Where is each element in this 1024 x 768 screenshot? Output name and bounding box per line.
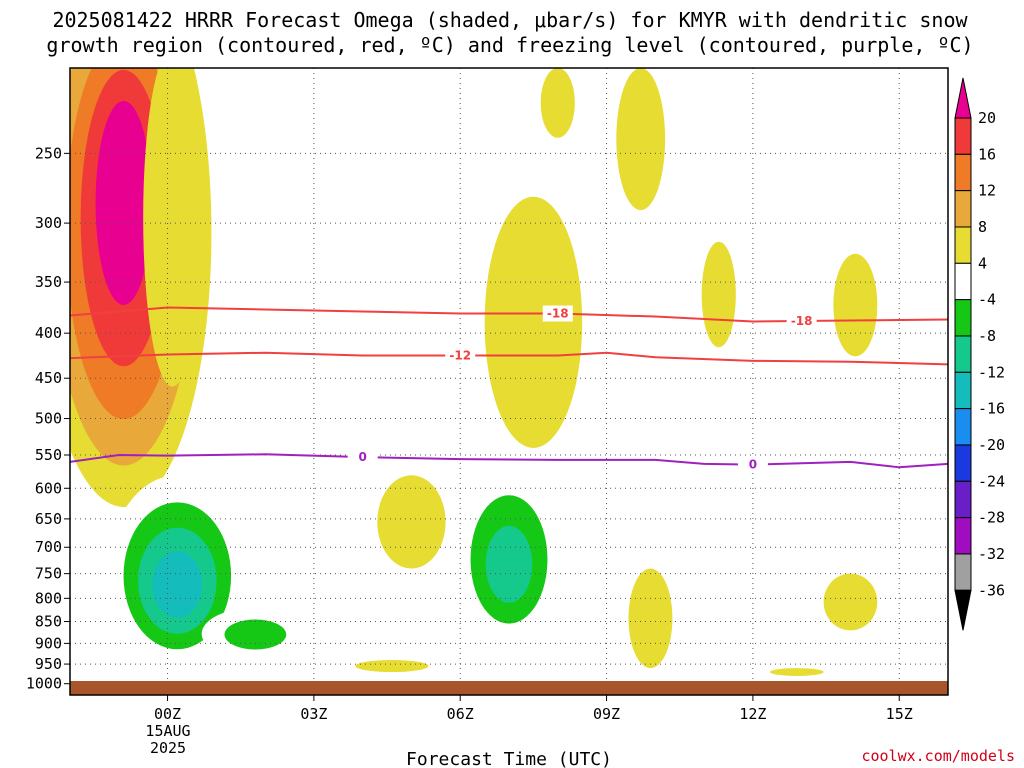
- colorbar-label-4: 4: [978, 254, 987, 272]
- temperature-contours: -18 -12 0 -18 0: [70, 305, 948, 473]
- colorbar-top-arrow: [954, 77, 972, 119]
- y-tick-label-900: 900: [35, 634, 62, 652]
- colorbar-label--36: -36: [978, 581, 1005, 599]
- omega-region-4-level-4: [377, 475, 446, 569]
- y-tick-label-550: 550: [35, 446, 62, 464]
- omega-region-3-level--4: [291, 378, 336, 507]
- y-axis: 250 300 350 400 450 500 550 600 650 700 750 800 850 9…: [26, 144, 70, 693]
- y-tick-label-500: 500: [35, 410, 62, 428]
- contour-label-0: 0: [358, 450, 366, 464]
- omega-region-11-level-4: [833, 253, 878, 357]
- colorbar-swatch--12: [954, 371, 972, 410]
- colorbar-label--24: -24: [978, 472, 1005, 490]
- y-tick-label-700: 700: [35, 538, 62, 556]
- contour-label--12: -12: [449, 348, 471, 362]
- colorbar-swatch-16: [954, 153, 972, 192]
- y-tick-label-1000: 1000: [26, 675, 62, 693]
- omega-region-18-level--8: [224, 619, 287, 650]
- colorbar-label-16: 16: [978, 145, 996, 163]
- colorbar-swatch--32: [954, 553, 972, 591]
- omega-region-5-level-4: [484, 196, 583, 448]
- omega-region-6-level--12: [485, 525, 533, 603]
- omega-region-17-level--16: [152, 551, 203, 618]
- x-tick-label-00Z: 00Z: [154, 705, 181, 723]
- plot-border: [69, 67, 949, 696]
- contour-line--12: [70, 351, 948, 366]
- x-date-label: 15AUG: [145, 722, 190, 740]
- omega-region-8-level-4: [616, 68, 666, 211]
- colorbar-label--4: -4: [978, 291, 996, 309]
- x-tick-label-06Z: 06Z: [447, 705, 474, 723]
- y-tick-label-950: 950: [35, 655, 62, 673]
- credit-text: coolwx.com/models: [861, 747, 1015, 765]
- colorbar-label--20: -20: [978, 436, 1005, 454]
- colorbar-swatch--4: [954, 299, 972, 337]
- contour-label-bg-0-b: [737, 456, 768, 473]
- y-tick-label-800: 800: [35, 589, 62, 607]
- colorbar-label-8: 8: [978, 218, 987, 236]
- x-axis: 00Z 03Z 06Z 09Z 12Z 15Z: [154, 695, 913, 723]
- y-tick-label-450: 450: [35, 369, 62, 387]
- colorbar-swatch--16: [954, 408, 972, 446]
- colorbar-label--16: -16: [978, 400, 1005, 418]
- colorbar-swatch--20: [954, 444, 972, 482]
- contour-line-0: [70, 453, 948, 469]
- contour-label--18-b: -18: [791, 314, 813, 328]
- colorbar-label--32: -32: [978, 545, 1005, 563]
- chart-title-line1: 2025081422 HRRR Forecast Omega (shaded, …: [52, 8, 968, 32]
- omega-region-0-level-20: [95, 100, 152, 305]
- colorbar: 20 16 12 8 4 -4 -8 -12 -16 -20 -24 -28 -32 -36: [954, 77, 1005, 631]
- colorbar-swatch-12: [954, 190, 972, 228]
- omega-region-13-level-4: [823, 573, 878, 631]
- terrain-band: [70, 681, 948, 695]
- y-tick-label-600: 600: [35, 479, 62, 497]
- omega-region-1-level-4: [143, 68, 202, 387]
- colorbar-swatch--28: [954, 517, 972, 555]
- x-tick-label-15Z: 15Z: [886, 705, 913, 723]
- omega-region-9-level--4: [638, 347, 673, 486]
- colorbar-label-12: 12: [978, 182, 996, 200]
- y-tick-label-250: 250: [35, 144, 62, 162]
- contour-label-0-b: 0: [749, 458, 757, 472]
- colorbar-swatch--8: [954, 335, 972, 373]
- y-tick-label-750: 750: [35, 565, 62, 583]
- contour-label-bg--18: [542, 305, 573, 322]
- colorbar-bottom-arrow: [954, 589, 972, 631]
- x-axis-title: Forecast Time (UTC): [406, 749, 612, 768]
- omega-region-2-level--4: [265, 68, 314, 138]
- omega-region-15-level-4: [355, 660, 429, 673]
- omega-region-16-level-4: [769, 668, 824, 676]
- contour-label--18: -18: [547, 307, 569, 321]
- y-tick-label-650: 650: [35, 510, 62, 528]
- contour-label-bg-0: [347, 449, 378, 466]
- colorbar-swatch--24: [954, 480, 972, 519]
- contour-label-bg--12: [445, 347, 476, 364]
- colorbar-swatch-20: [954, 117, 972, 155]
- x-year-label: 2025: [150, 739, 186, 757]
- x-tick-label-09Z: 09Z: [593, 705, 620, 723]
- colorbar-label-20: 20: [978, 109, 996, 127]
- colorbar-swatch-8: [954, 226, 972, 264]
- chart-title-line2: growth region (contoured, red, ºC) and f…: [46, 33, 973, 57]
- colorbar-label--12: -12: [978, 363, 1005, 381]
- omega-region-14-level--4: [840, 447, 861, 489]
- y-tick-label-400: 400: [35, 324, 62, 342]
- y-tick-label-850: 850: [35, 613, 62, 631]
- colorbar-label--8: -8: [978, 327, 996, 345]
- x-tick-label-03Z: 03Z: [300, 705, 327, 723]
- omega-shading: [70, 68, 878, 676]
- contour-label-bg--18-b: [786, 313, 817, 330]
- x-tick-label-12Z: 12Z: [739, 705, 766, 723]
- omega-region-12-level-4: [628, 568, 673, 669]
- y-tick-label-300: 300: [35, 214, 62, 232]
- colorbar-label--28: -28: [978, 509, 1005, 527]
- y-tick-label-350: 350: [35, 273, 62, 291]
- omega-region-7-level-4: [540, 68, 575, 138]
- omega-region-10-level-4: [701, 241, 736, 348]
- colorbar-swatch-4: [954, 262, 972, 301]
